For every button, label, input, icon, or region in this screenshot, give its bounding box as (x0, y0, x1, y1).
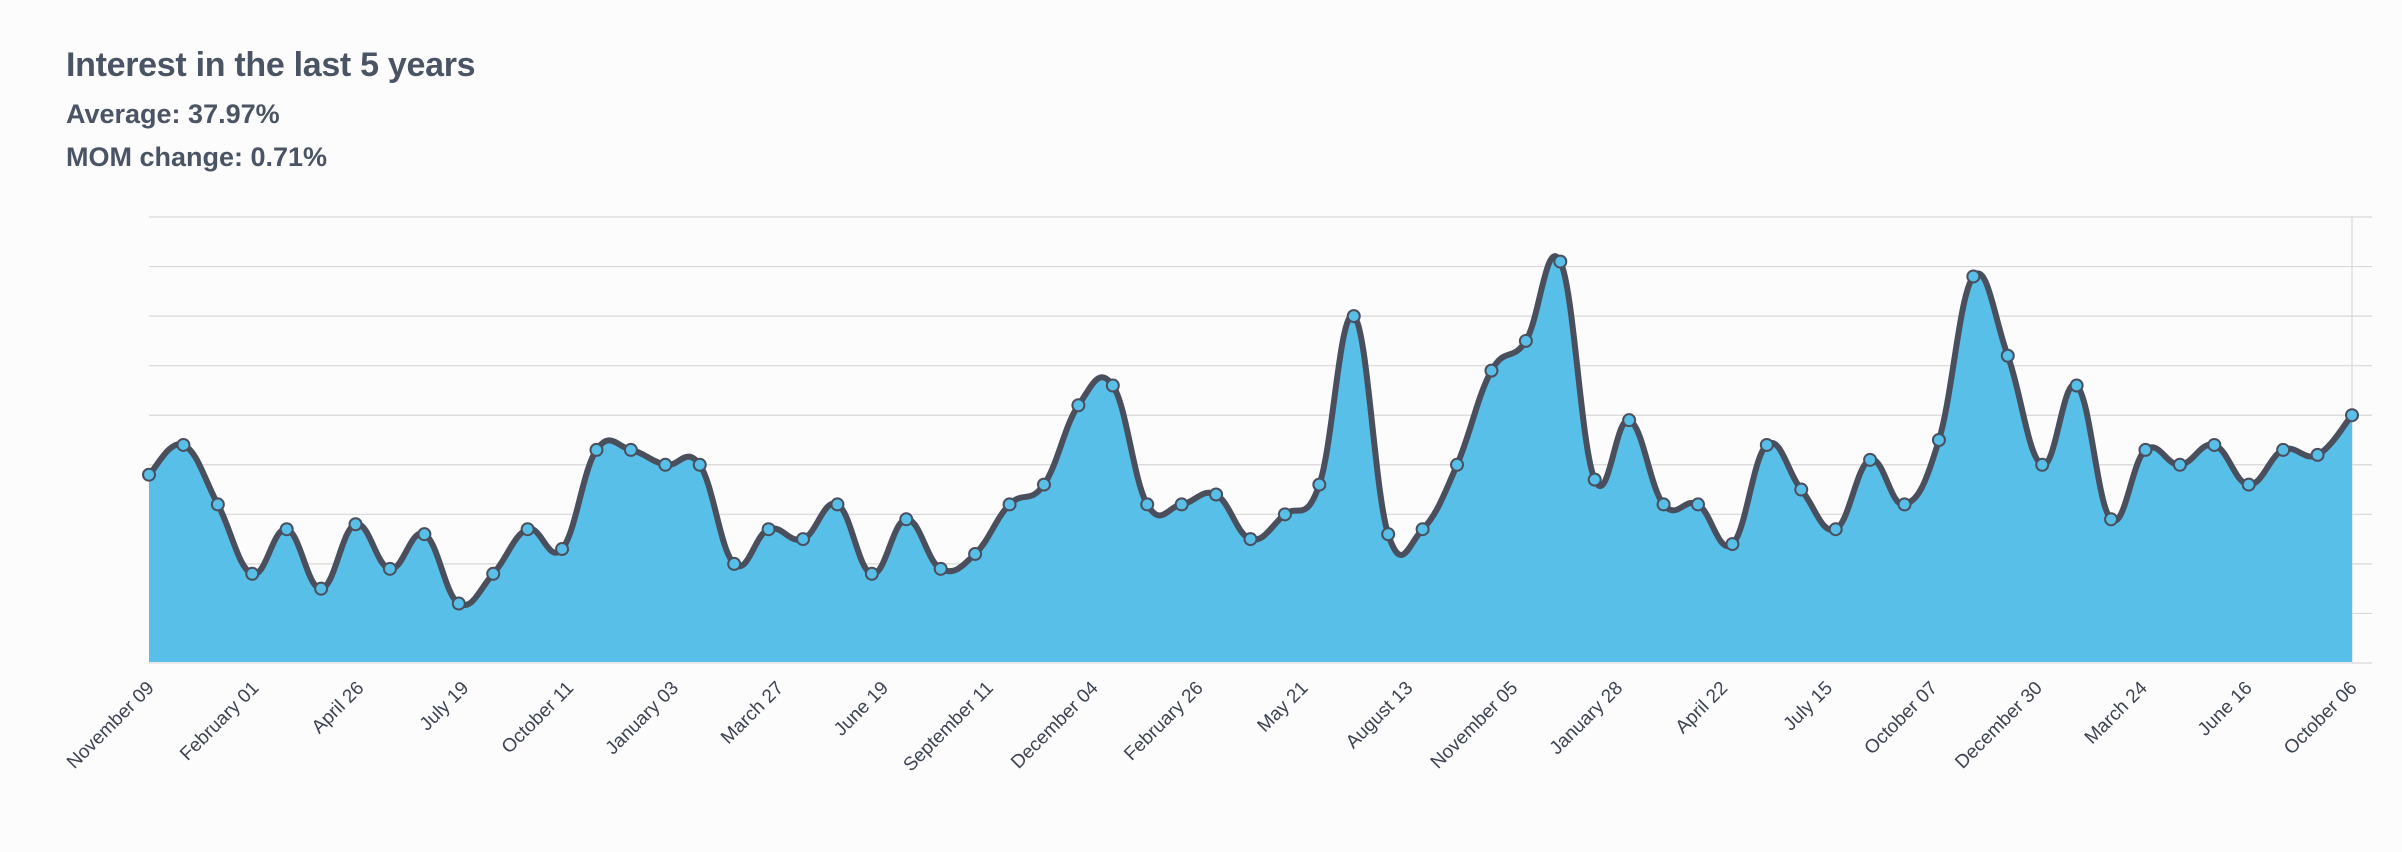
data-point[interactable] (1690, 497, 1705, 512)
data-point[interactable] (1243, 532, 1258, 547)
data-point[interactable] (933, 561, 948, 576)
x-tick-label: April 22 (1672, 678, 1732, 738)
data-point[interactable] (1966, 269, 1981, 284)
data-point[interactable] (1450, 457, 1465, 472)
data-point[interactable] (658, 457, 673, 472)
data-point[interactable] (1415, 522, 1430, 537)
average-stat: Average: 37.97% (66, 99, 280, 129)
area-layer (149, 256, 2352, 663)
x-tick-label: December 30 (1951, 678, 2047, 774)
x-tick-label: July 19 (416, 678, 473, 735)
data-point[interactable] (1863, 452, 1878, 467)
data-point[interactable] (830, 497, 845, 512)
x-tick-label: October 11 (498, 678, 578, 758)
data-point[interactable] (348, 517, 363, 532)
x-tick-label: December 04 (1007, 677, 1103, 773)
x-tick-label: March 27 (717, 678, 788, 749)
data-point[interactable] (1105, 378, 1120, 393)
data-point[interactable] (1312, 477, 1327, 492)
data-point[interactable] (589, 442, 604, 457)
x-tick-label: January 28 (1546, 678, 1627, 759)
chart-header: Interest in the last 5 years Average: 37… (66, 46, 476, 185)
data-point[interactable] (520, 522, 535, 537)
markers-layer (142, 254, 2359, 611)
data-point[interactable] (486, 566, 501, 581)
data-point[interactable] (1381, 527, 1396, 542)
data-point[interactable] (1484, 363, 1499, 378)
data-point[interactable] (2069, 378, 2084, 393)
chart-title: Interest in the last 5 years (66, 46, 476, 84)
data-point[interactable] (1518, 333, 1533, 348)
data-point[interactable] (2035, 457, 2050, 472)
data-point[interactable] (1794, 482, 1809, 497)
data-point[interactable] (1759, 437, 1774, 452)
x-tick-label: September 11 (900, 678, 998, 776)
data-point[interactable] (451, 596, 466, 611)
x-axis-tick-labels: November 09 February 01 April 26 July 19 Oct… (63, 677, 2362, 776)
data-point[interactable] (210, 497, 225, 512)
data-point[interactable] (2310, 447, 2325, 462)
data-point[interactable] (1174, 497, 1189, 512)
x-tick-label: June 19 (830, 678, 893, 741)
data-point[interactable] (1277, 507, 1292, 522)
data-point[interactable] (1828, 522, 1843, 537)
data-point[interactable] (1725, 537, 1740, 552)
x-tick-label: November 05 (1427, 678, 1523, 774)
data-point[interactable] (864, 566, 879, 581)
data-point[interactable] (2345, 408, 2359, 423)
data-point[interactable] (279, 522, 294, 537)
data-point[interactable] (382, 561, 397, 576)
x-tick-label: April 26 (308, 678, 368, 738)
data-point[interactable] (555, 542, 570, 557)
data-point[interactable] (1656, 497, 1671, 512)
data-point[interactable] (1346, 309, 1361, 324)
data-point[interactable] (1587, 472, 1602, 487)
interest-area (149, 256, 2352, 663)
data-point[interactable] (727, 556, 742, 571)
data-point[interactable] (1897, 497, 1912, 512)
data-point[interactable] (1002, 497, 1017, 512)
data-point[interactable] (968, 546, 983, 561)
data-point[interactable] (2104, 512, 2119, 527)
data-point[interactable] (692, 457, 707, 472)
data-point[interactable] (2207, 437, 2222, 452)
data-point[interactable] (2138, 442, 2153, 457)
mom-change-stat: MOM change: 0.71% (66, 142, 328, 172)
data-point[interactable] (417, 527, 432, 542)
x-tick-label: February 26 (1120, 678, 1207, 765)
data-point[interactable] (2241, 477, 2256, 492)
data-point[interactable] (314, 581, 329, 596)
data-point[interactable] (2276, 442, 2291, 457)
data-point[interactable] (1553, 254, 1568, 269)
data-point[interactable] (1036, 477, 1051, 492)
x-tick-label: July 15 (1780, 678, 1837, 735)
x-tick-label: August 13 (1342, 678, 1417, 753)
x-tick-label: June 16 (2194, 678, 2257, 741)
data-point[interactable] (2172, 457, 2187, 472)
x-tick-label: May 21 (1254, 678, 1313, 737)
data-point[interactable] (142, 467, 156, 482)
x-tick-label: October 06 (2280, 678, 2361, 759)
data-point[interactable] (796, 532, 811, 547)
data-point[interactable] (176, 437, 191, 452)
data-point[interactable] (2000, 348, 2015, 363)
data-point[interactable] (1071, 398, 1086, 413)
x-tick-label: February 01 (176, 678, 263, 765)
data-point[interactable] (1931, 433, 1946, 447)
x-tick-label: October 07 (1861, 678, 1942, 759)
data-point[interactable] (899, 512, 914, 527)
x-tick-label: March 24 (2081, 677, 2152, 748)
data-point[interactable] (1209, 487, 1224, 502)
data-point[interactable] (761, 522, 776, 537)
data-point[interactable] (245, 566, 260, 581)
data-point[interactable] (1140, 497, 1155, 512)
x-tick-label: November 09 (63, 678, 159, 774)
data-point[interactable] (623, 442, 638, 457)
x-tick-label: January 03 (602, 678, 683, 759)
data-point[interactable] (1622, 413, 1637, 428)
